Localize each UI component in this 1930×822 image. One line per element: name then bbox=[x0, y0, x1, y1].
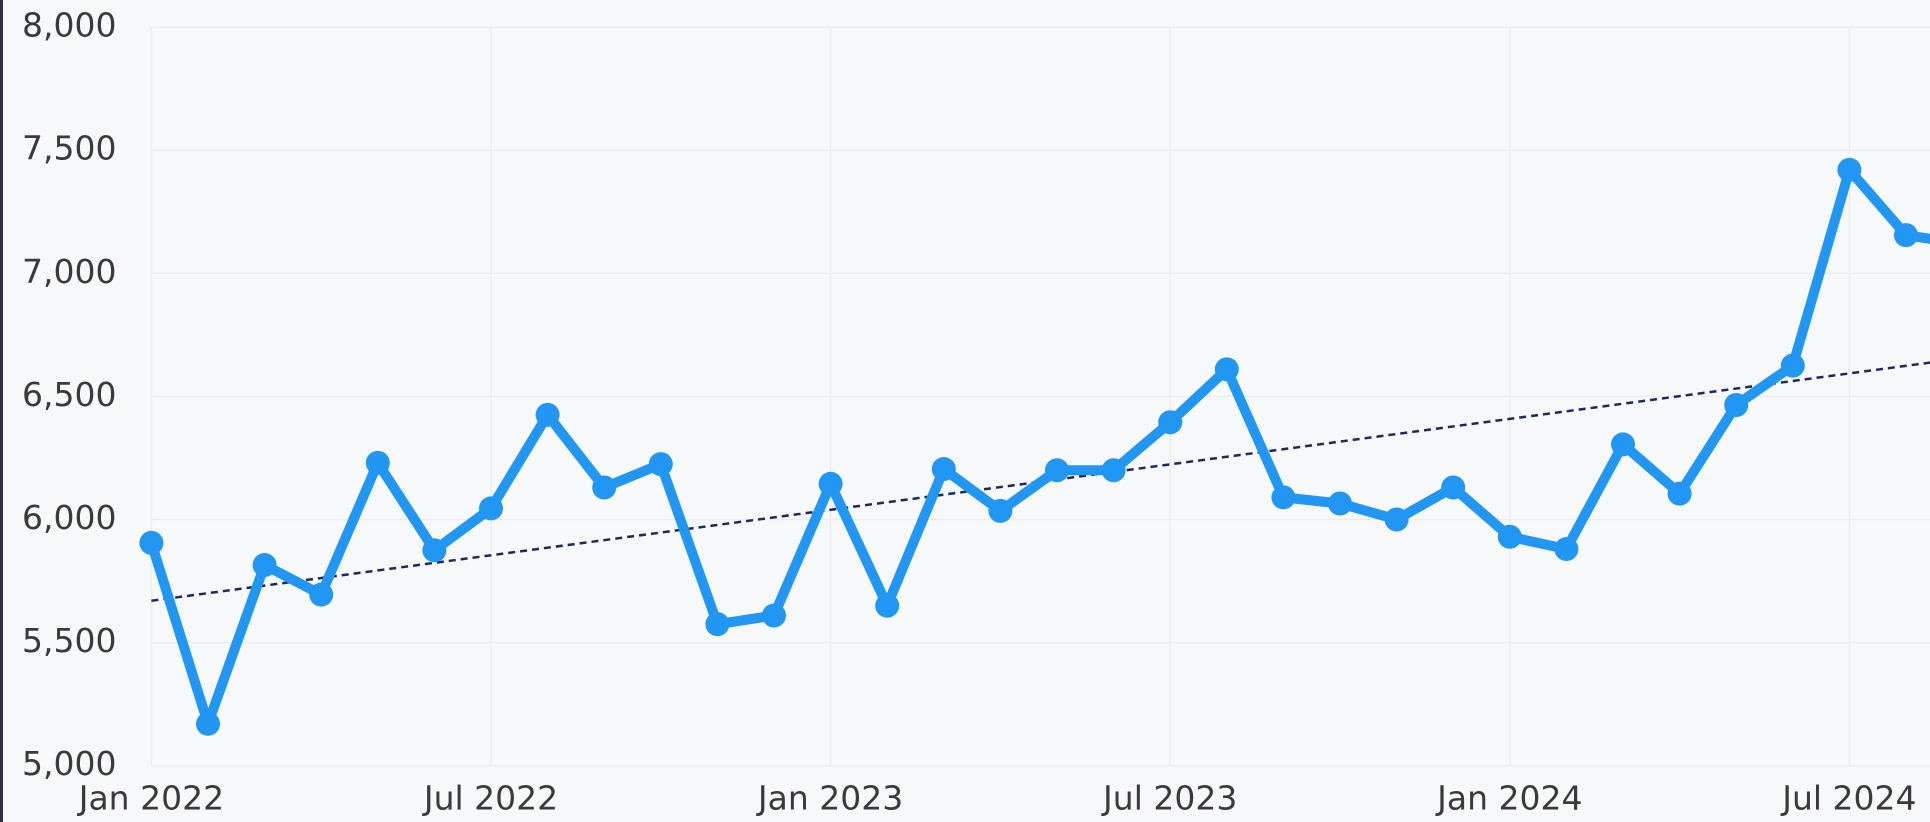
left-border bbox=[0, 0, 3, 822]
data-point bbox=[1611, 432, 1635, 457]
data-point bbox=[818, 471, 843, 496]
data-point bbox=[1158, 410, 1183, 435]
data-point bbox=[479, 496, 503, 521]
data-point bbox=[1837, 157, 1862, 182]
data-point bbox=[1441, 475, 1466, 500]
y-tick-label: 5,500 bbox=[22, 621, 116, 660]
data-point bbox=[535, 402, 560, 427]
data-point bbox=[1271, 485, 1296, 510]
data-point bbox=[875, 593, 900, 618]
data-point bbox=[1667, 481, 1692, 506]
data-point bbox=[1780, 353, 1805, 378]
data-point bbox=[139, 530, 164, 555]
x-tick-label: Jul 2022 bbox=[422, 779, 558, 818]
y-tick-label: 5,000 bbox=[22, 744, 116, 783]
x-tick-label: Jan 2023 bbox=[756, 779, 903, 818]
y-tick-label: 8,000 bbox=[22, 6, 116, 45]
y-tick-label: 6,000 bbox=[22, 498, 116, 537]
x-tick-label: Jan 2024 bbox=[1435, 779, 1582, 818]
data-point bbox=[196, 711, 220, 736]
data-point bbox=[1554, 537, 1579, 562]
data-point bbox=[931, 457, 956, 482]
data-point bbox=[309, 582, 334, 607]
data-point bbox=[1724, 393, 1749, 418]
data-point bbox=[252, 553, 277, 578]
y-tick-label: 7,000 bbox=[22, 252, 116, 291]
x-tick-label: Jan 2022 bbox=[77, 779, 224, 818]
data-point bbox=[762, 603, 786, 628]
y-tick-label: 6,500 bbox=[22, 375, 116, 414]
data-point bbox=[1045, 458, 1069, 483]
data-point bbox=[1894, 223, 1918, 248]
data-point bbox=[365, 450, 390, 475]
plot-area bbox=[139, 26, 1930, 767]
x-tick-label: Jul 2023 bbox=[1101, 779, 1237, 818]
data-point bbox=[648, 452, 673, 477]
data-point bbox=[1328, 491, 1352, 516]
x-tick-label: Jul 2024 bbox=[1780, 779, 1916, 818]
data-point bbox=[1214, 357, 1239, 382]
data-point bbox=[1101, 458, 1126, 483]
data-point bbox=[988, 498, 1013, 523]
data-point bbox=[592, 475, 617, 500]
data-point bbox=[1497, 524, 1522, 549]
y-tick-label: 7,500 bbox=[22, 129, 116, 168]
data-point bbox=[1384, 507, 1409, 532]
data-point bbox=[422, 538, 447, 563]
data-point bbox=[705, 612, 730, 637]
